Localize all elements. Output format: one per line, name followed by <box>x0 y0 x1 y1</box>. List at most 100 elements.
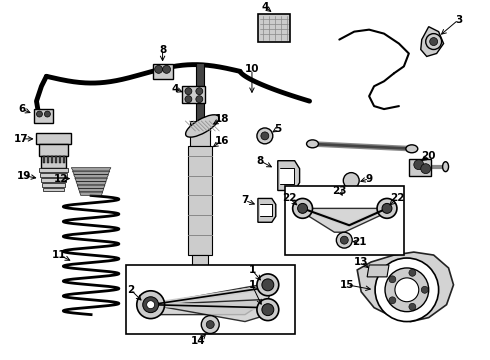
Text: 23: 23 <box>332 185 346 195</box>
Circle shape <box>389 276 396 283</box>
Text: 12: 12 <box>54 174 69 184</box>
Polygon shape <box>77 185 105 189</box>
Polygon shape <box>303 208 387 232</box>
Polygon shape <box>278 161 299 190</box>
Polygon shape <box>188 146 212 255</box>
Polygon shape <box>48 156 49 163</box>
Circle shape <box>395 278 419 302</box>
Text: 15: 15 <box>340 280 355 290</box>
Polygon shape <box>193 255 208 275</box>
Circle shape <box>409 303 416 310</box>
Bar <box>258 14 290 41</box>
Text: 3: 3 <box>455 15 462 25</box>
Polygon shape <box>367 265 389 277</box>
Polygon shape <box>421 27 443 57</box>
Text: 20: 20 <box>421 151 436 161</box>
Ellipse shape <box>188 275 212 289</box>
Text: 5: 5 <box>274 124 281 134</box>
Text: 21: 21 <box>352 237 367 247</box>
Text: 11: 11 <box>52 250 67 260</box>
Circle shape <box>185 88 192 95</box>
Text: 22: 22 <box>390 193 404 203</box>
Polygon shape <box>40 168 68 172</box>
Polygon shape <box>196 63 204 121</box>
Polygon shape <box>36 133 71 144</box>
Text: 22: 22 <box>282 193 297 203</box>
Polygon shape <box>260 204 272 216</box>
Circle shape <box>375 258 439 321</box>
Circle shape <box>297 203 308 213</box>
Polygon shape <box>74 175 109 178</box>
Polygon shape <box>55 156 57 163</box>
Ellipse shape <box>406 145 418 153</box>
Polygon shape <box>41 173 67 177</box>
Circle shape <box>343 173 359 189</box>
Polygon shape <box>153 64 172 79</box>
Circle shape <box>147 301 155 309</box>
Polygon shape <box>182 86 205 103</box>
Polygon shape <box>73 171 110 175</box>
Polygon shape <box>78 189 104 192</box>
Text: 6: 6 <box>18 104 25 114</box>
Circle shape <box>206 321 214 329</box>
Text: 16: 16 <box>215 136 229 146</box>
Circle shape <box>382 203 392 213</box>
Text: 8: 8 <box>159 45 166 54</box>
Polygon shape <box>44 156 46 163</box>
Circle shape <box>45 111 50 117</box>
Text: 1: 1 <box>248 265 256 275</box>
Polygon shape <box>258 198 276 222</box>
Circle shape <box>336 232 352 248</box>
Circle shape <box>293 198 313 218</box>
Ellipse shape <box>195 278 206 285</box>
Circle shape <box>343 193 359 208</box>
Bar <box>285 185 404 255</box>
Circle shape <box>257 274 279 296</box>
Text: 17: 17 <box>14 134 29 144</box>
Circle shape <box>196 88 203 95</box>
Circle shape <box>409 269 416 276</box>
Circle shape <box>377 198 397 218</box>
Text: 8: 8 <box>256 156 264 166</box>
Polygon shape <box>357 252 454 321</box>
Circle shape <box>430 37 438 45</box>
Polygon shape <box>59 156 61 163</box>
Circle shape <box>201 316 219 333</box>
Polygon shape <box>191 121 210 146</box>
Circle shape <box>185 96 192 103</box>
Circle shape <box>163 66 171 73</box>
Text: 4: 4 <box>172 84 179 94</box>
Text: 19: 19 <box>16 171 31 181</box>
Circle shape <box>421 286 428 293</box>
Circle shape <box>385 268 429 312</box>
Circle shape <box>389 297 396 304</box>
Polygon shape <box>409 159 431 176</box>
Text: 18: 18 <box>215 114 229 124</box>
Circle shape <box>426 33 441 50</box>
Text: 4: 4 <box>261 2 269 12</box>
Polygon shape <box>76 181 106 185</box>
Circle shape <box>143 297 159 312</box>
Text: 9: 9 <box>366 174 373 184</box>
Circle shape <box>257 299 279 321</box>
Circle shape <box>262 279 274 291</box>
Polygon shape <box>150 300 272 321</box>
Circle shape <box>414 160 424 170</box>
Circle shape <box>137 291 165 319</box>
Circle shape <box>261 132 269 140</box>
Polygon shape <box>280 168 294 184</box>
Polygon shape <box>71 168 111 171</box>
Polygon shape <box>63 156 65 163</box>
Polygon shape <box>43 183 65 186</box>
Circle shape <box>196 96 203 103</box>
Circle shape <box>257 128 273 144</box>
Polygon shape <box>42 156 66 168</box>
Bar <box>126 265 294 334</box>
Circle shape <box>262 304 274 316</box>
Circle shape <box>341 236 348 244</box>
Ellipse shape <box>442 162 448 172</box>
Polygon shape <box>42 177 66 181</box>
Polygon shape <box>44 188 64 192</box>
Text: 1: 1 <box>248 280 256 290</box>
Polygon shape <box>150 285 272 315</box>
